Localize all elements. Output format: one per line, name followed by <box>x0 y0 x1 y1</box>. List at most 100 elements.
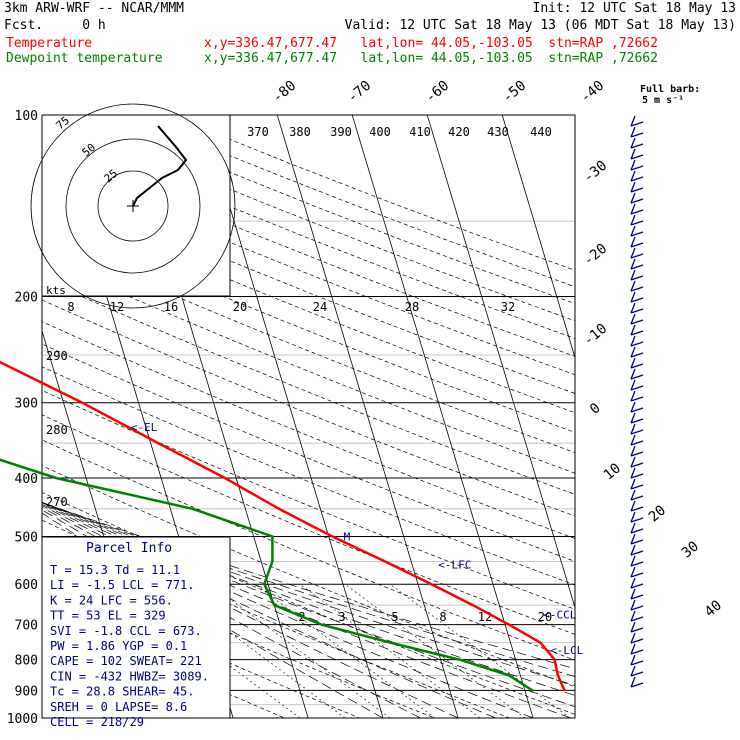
isotherm <box>276 115 459 718</box>
wind-barb-staff <box>630 264 644 270</box>
pressure-tick-label: 900 <box>15 684 38 699</box>
dewpoint-legend: Dewpoint temperature <box>6 51 163 66</box>
wind-barb <box>630 412 644 424</box>
pressure-tick-label: 100 <box>15 109 38 124</box>
wind-barb-staff <box>630 385 644 391</box>
wind-barb <box>630 434 644 446</box>
wind-barb <box>630 137 644 149</box>
parcel-info-line: T = 15.3 Td = 11.1 <box>50 563 180 577</box>
wind-barb-flag <box>630 577 636 589</box>
wind-barb <box>630 489 644 501</box>
mixing-ratio-label: 16 <box>164 300 178 314</box>
mixing-ratio-line <box>299 583 481 718</box>
parcel-info-line: PW = 1.86 YGP = 0.1 <box>50 639 187 653</box>
wind-barb <box>630 291 644 303</box>
isotherm <box>351 115 534 718</box>
moist-adiabat <box>42 502 575 670</box>
wind-barb-flag <box>630 511 636 523</box>
wind-barb <box>630 159 644 171</box>
wind-barb <box>630 379 644 391</box>
wind-barb <box>630 555 644 567</box>
wind-barb-flag <box>630 214 636 226</box>
wind-barb-staff <box>630 308 644 314</box>
valid-time: Valid: 12 UTC Sat 18 May 13 (06 MDT Sat … <box>344 18 736 33</box>
wind-barb <box>630 522 644 534</box>
level-marker-lfc: <-LFC <box>438 558 471 571</box>
theta-e-label: 420 <box>448 125 470 139</box>
wind-barb-flag <box>630 159 636 171</box>
theta-e-label: 440 <box>530 125 552 139</box>
wind-barb-flag <box>630 599 636 611</box>
wind-barb-flag <box>630 467 636 479</box>
wind-barb-staff <box>630 198 644 204</box>
theta-e-label: 400 <box>369 125 391 139</box>
wind-barb <box>630 280 644 292</box>
wind-barb-flag <box>630 621 636 633</box>
wind-barb-flag <box>630 412 636 424</box>
wind-barb-flag <box>630 335 636 347</box>
wind-barb-staff <box>630 418 644 424</box>
wind-barb-flag <box>630 533 636 545</box>
wind-barb-flag <box>630 368 636 380</box>
wind-barb-staff <box>630 363 644 369</box>
wind-barb-flag <box>630 324 636 336</box>
mixing-ratio-label: 8 <box>67 300 74 314</box>
wind-barb <box>630 456 644 468</box>
hodograph-ring <box>97 170 169 242</box>
wind-barb <box>630 423 644 435</box>
wind-barb-staff <box>630 429 644 435</box>
wind-barb-staff <box>630 165 644 171</box>
wind-barb <box>630 676 644 688</box>
isotherm <box>0 115 8 718</box>
wind-barb-staff <box>630 638 644 644</box>
wind-barb-staff <box>630 330 644 336</box>
temperature-tick-label: -40 <box>578 78 608 107</box>
wind-barb-staff <box>630 253 644 259</box>
theta-label: 290 <box>46 349 68 363</box>
dry-adiabat <box>42 465 575 688</box>
temperature-tick-label: -70 <box>345 78 375 107</box>
wind-barb-flag <box>630 643 636 655</box>
theta-label: 270 <box>46 495 68 509</box>
wind-barb <box>630 148 644 160</box>
pressure-tick-label: 500 <box>15 530 38 545</box>
wind-barb <box>630 346 644 358</box>
parcel-info-line: CELL = 218/29 <box>50 715 144 729</box>
wind-barb-staff <box>630 660 644 666</box>
mixing-ratio-label: 32 <box>501 300 515 314</box>
temperature-profile <box>0 360 566 692</box>
wind-barb <box>630 544 644 556</box>
wind-barb-flag <box>630 566 636 578</box>
dry-adiabat <box>42 439 575 661</box>
wind-barb-flag <box>630 170 636 182</box>
parcel-info-line: TT = 53 EL = 329 <box>50 609 166 623</box>
isotherm <box>201 115 384 718</box>
mixing-ratio-line <box>389 583 571 718</box>
wind-barb-flag <box>630 478 636 490</box>
wind-barb-staff <box>630 495 644 501</box>
isotherm <box>501 115 575 359</box>
wind-barb-staff <box>630 627 644 633</box>
temperature-tick-label: -60 <box>423 78 453 107</box>
wind-barb-staff <box>630 143 644 149</box>
wind-barb-flag <box>630 456 636 468</box>
isotherm <box>727 115 740 718</box>
theta-e-label: 380 <box>289 125 311 139</box>
moist-adiabat <box>42 501 575 696</box>
wind-barb-staff <box>630 462 644 468</box>
mixing-ratio-line <box>254 583 436 718</box>
wind-barb-flag <box>630 313 636 325</box>
wind-barb <box>630 511 644 523</box>
pressure-tick-label: 800 <box>15 654 38 669</box>
wind-barb <box>630 566 644 578</box>
wind-barb <box>630 467 644 479</box>
wind-barb-staff <box>630 682 644 688</box>
wind-barb-flag <box>630 247 636 259</box>
wind-barb-flag <box>630 181 636 193</box>
temperature-tick-label: -80 <box>270 78 300 107</box>
wind-barb-flag <box>630 610 636 622</box>
theta-e-label: 390 <box>330 125 352 139</box>
wind-barb <box>630 214 644 226</box>
parcel-info-frame <box>41 536 231 719</box>
